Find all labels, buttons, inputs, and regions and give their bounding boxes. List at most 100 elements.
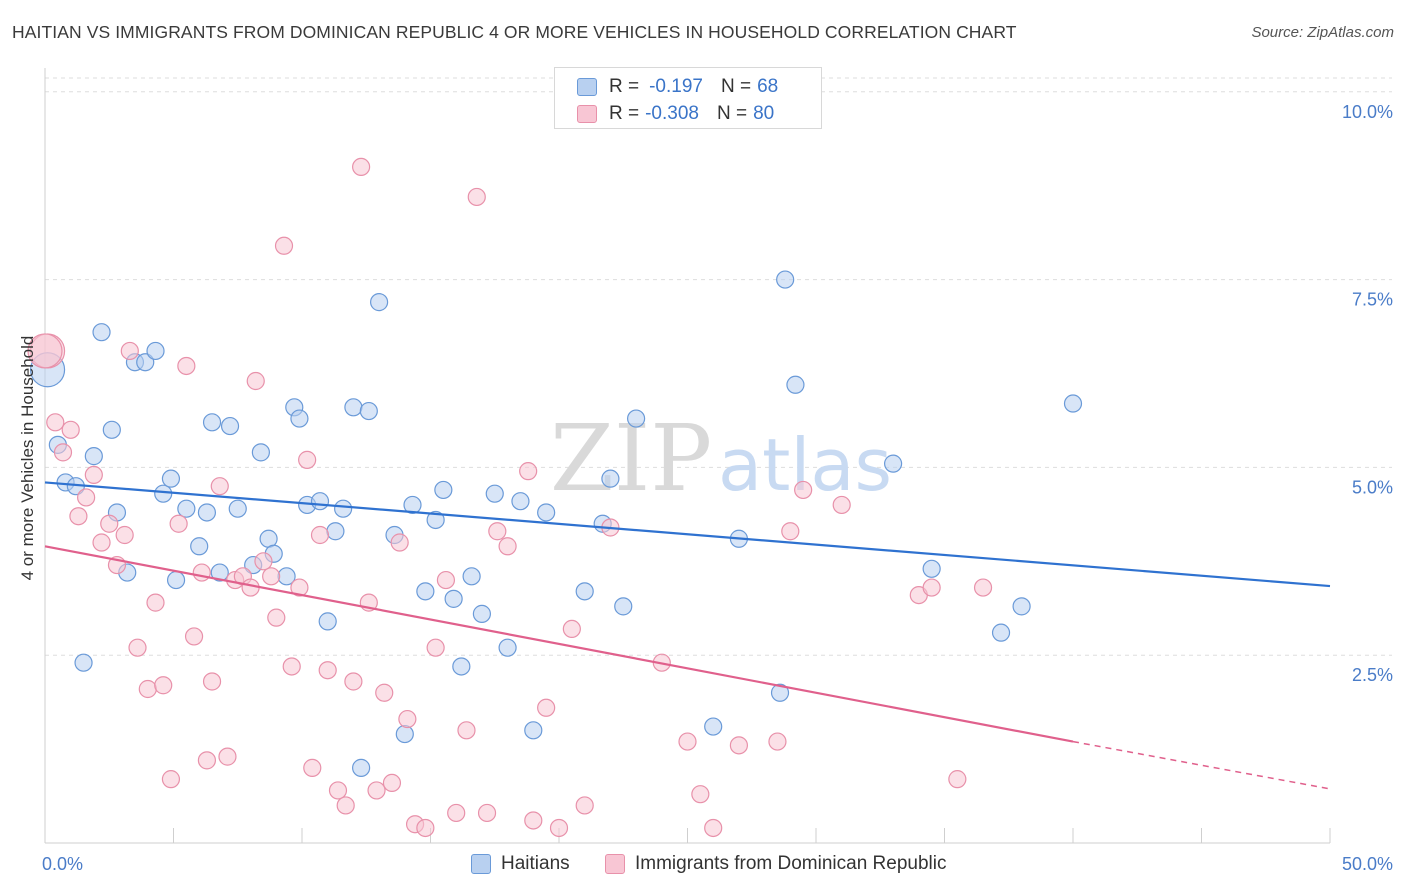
- series-legend: Haitians Immigrants from Dominican Repub…: [0, 850, 1406, 878]
- legend-label-haitians: Haitians: [501, 853, 570, 874]
- haitian-point: [344, 398, 363, 417]
- dominican-point: [467, 187, 486, 207]
- legend-row-dominican: R = -0.308 N = 80: [577, 99, 774, 129]
- dominican-point: [768, 732, 787, 751]
- haitian-point: [452, 657, 471, 676]
- haitian-point: [434, 480, 453, 500]
- legend-n-value: 80: [753, 103, 775, 124]
- dominican-point: [537, 698, 556, 717]
- haitian-point: [601, 469, 620, 488]
- dominican-point: [973, 578, 993, 597]
- dominican-point: [146, 593, 165, 612]
- dominican-point: [53, 443, 73, 462]
- dominican-point: [100, 514, 119, 533]
- dominican-point: [398, 709, 417, 729]
- haitian-point: [770, 683, 790, 702]
- dominican-point: [84, 465, 103, 485]
- haitian-point: [259, 529, 278, 548]
- dominican-point: [120, 341, 139, 361]
- dominican-point: [27, 333, 63, 369]
- dominican-point: [352, 157, 371, 177]
- dominican-point: [274, 236, 294, 255]
- dominican-point: [46, 413, 65, 432]
- haitian-point: [395, 724, 414, 744]
- legend-item-dominican[interactable]: Immigrants from Dominican Republic: [605, 850, 947, 878]
- haitian-point: [498, 638, 517, 657]
- dominican-trend-extension: [1072, 740, 1331, 790]
- legend-r-label: R =: [609, 103, 640, 124]
- y-tick-label: 7.5%: [1352, 290, 1393, 310]
- dominican-trend-line: [44, 545, 1074, 743]
- haitian-point: [1012, 597, 1031, 616]
- haitian-point: [472, 604, 491, 623]
- haitian-point: [1063, 394, 1083, 413]
- haitian-point: [102, 420, 121, 439]
- haitian-point: [318, 612, 337, 631]
- haitian-point: [575, 582, 594, 601]
- legend-item-haitians[interactable]: Haitians: [471, 850, 570, 878]
- dominican-point: [282, 657, 301, 676]
- legend-swatch-pink: [577, 105, 597, 123]
- dominican-point: [416, 818, 435, 838]
- legend-swatch-pink: [605, 854, 625, 874]
- dominican-point: [169, 514, 188, 533]
- legend-swatch-blue: [577, 78, 597, 96]
- dominican-point: [69, 507, 88, 526]
- dominican-point: [704, 818, 723, 838]
- haitian-point: [190, 537, 209, 556]
- haitian-point: [426, 510, 445, 530]
- dominican-point: [310, 525, 330, 545]
- haitian-point: [334, 499, 353, 518]
- y-tick-label: 5.0%: [1352, 477, 1393, 497]
- dominican-point: [241, 578, 260, 597]
- legend-r-value: -0.197: [649, 76, 703, 97]
- dominican-point: [691, 785, 710, 804]
- haitian-point: [326, 522, 345, 541]
- dominican-point: [524, 811, 543, 830]
- tick-labels: 2.5% 5.0% 7.5% 10.0% 0.0% 50.0%: [42, 102, 1393, 874]
- haitian-point: [922, 559, 941, 578]
- dominican-point: [197, 751, 217, 770]
- dominican-point: [519, 462, 538, 481]
- haitian-point: [161, 469, 181, 488]
- haitian-point: [290, 409, 309, 428]
- haitian-point: [197, 503, 217, 522]
- y-tick-label: 2.5%: [1352, 665, 1393, 685]
- haitian-point: [786, 375, 805, 394]
- haitian-point: [511, 492, 530, 511]
- y-axis-label: 4 or more Vehicles in Household: [18, 336, 37, 581]
- dominican-point: [729, 736, 749, 755]
- dominican-point: [128, 638, 147, 657]
- haitian-point: [626, 409, 646, 428]
- legend-n-value: 68: [757, 76, 779, 97]
- legend-n-label: N =: [720, 76, 752, 97]
- haitian-point: [704, 717, 723, 736]
- dominican-point: [781, 522, 800, 541]
- x-tick-label: 0.0%: [42, 854, 83, 874]
- haitian-trend-line: [44, 481, 1331, 588]
- haitian-point: [359, 401, 378, 421]
- legend-row-haitians: R = -0.197 N = 68: [577, 72, 778, 102]
- legend-r-label: R =: [609, 76, 640, 97]
- dominican-point: [336, 796, 355, 815]
- haitian-point: [136, 353, 155, 372]
- dominican-point: [344, 672, 363, 691]
- dominican-point: [138, 679, 157, 699]
- dominican-point: [61, 420, 80, 439]
- dominican-point: [477, 803, 497, 823]
- haitian-point: [177, 499, 196, 518]
- dominican-point: [184, 627, 204, 646]
- haitian-point: [537, 503, 556, 522]
- haitian-point: [146, 341, 165, 361]
- dominican-point: [246, 371, 265, 391]
- dominican-point: [498, 537, 517, 556]
- dominican-point: [367, 781, 386, 800]
- haitian-point: [84, 447, 103, 466]
- dominican-point: [262, 567, 281, 586]
- dominican-point: [318, 661, 337, 680]
- chart-title: HAITIAN VS IMMIGRANTS FROM DOMINICAN REP…: [12, 22, 1017, 42]
- dominican-point: [794, 480, 813, 500]
- dominican-point: [390, 533, 409, 552]
- haitian-point: [220, 416, 240, 436]
